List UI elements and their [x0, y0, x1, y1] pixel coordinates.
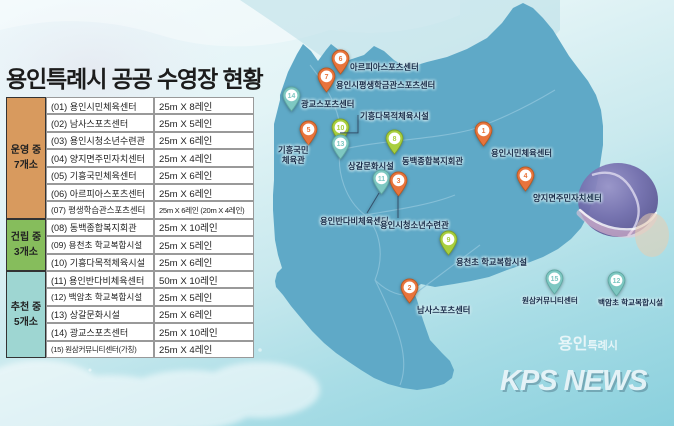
- svg-text:8: 8: [392, 136, 396, 143]
- svg-text:6: 6: [338, 56, 342, 63]
- svg-text:11: 11: [377, 176, 384, 183]
- svg-text:10: 10: [336, 125, 344, 132]
- svg-text:15: 15: [550, 276, 558, 283]
- svg-text:5: 5: [306, 127, 310, 134]
- svg-text:2: 2: [407, 285, 411, 292]
- svg-text:12: 12: [612, 278, 620, 285]
- svg-text:1: 1: [481, 128, 485, 135]
- svg-text:7: 7: [324, 74, 328, 81]
- svg-text:3: 3: [396, 178, 400, 185]
- svg-text:13: 13: [336, 141, 344, 148]
- svg-text:4: 4: [523, 173, 527, 180]
- svg-text:9: 9: [446, 237, 450, 244]
